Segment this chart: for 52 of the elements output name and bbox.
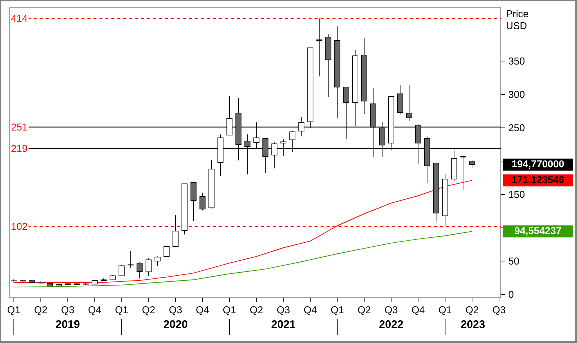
- x-tick-label: Q3: [385, 306, 398, 316]
- candlestick: [172, 215, 179, 247]
- x-tick-label: Q1: [224, 306, 236, 316]
- x-tick-label: Q2: [142, 306, 155, 316]
- candlestick: [397, 85, 404, 115]
- candlestick: [136, 262, 143, 279]
- x-tick-label: Q2: [466, 306, 478, 316]
- candlestick: [164, 246, 170, 258]
- x-tick-label: Q3: [493, 306, 506, 316]
- candlestick: [326, 34, 332, 98]
- x-tick-label: Q4: [196, 306, 210, 316]
- candlestick: [11, 278, 18, 284]
- text: 2020: [164, 320, 188, 328]
- ref-line-label: 414: [11, 15, 28, 22]
- text: 2021: [272, 320, 296, 328]
- y-axis-title: Price USD: [506, 10, 528, 30]
- x-tick-label: Q1: [439, 306, 452, 316]
- text: 194,770000: [512, 160, 564, 170]
- x-tick-label: Q1: [8, 306, 20, 316]
- text: 2022: [380, 320, 404, 328]
- y-tick-label: 50: [508, 258, 520, 265]
- ref-line-label: 251: [12, 124, 28, 131]
- candlestick: [190, 182, 197, 222]
- y-tick-label: 350: [508, 58, 525, 65]
- text: 2023: [461, 320, 485, 328]
- x-tick-label: Q3: [170, 306, 182, 316]
- x-tick-label: Q1: [116, 306, 128, 316]
- x-tick-label: Q1: [331, 306, 344, 316]
- x-tick-label: Q2: [358, 306, 371, 316]
- x-tick-label: Q3: [277, 306, 290, 316]
- text: 94,554237: [515, 227, 562, 236]
- y-tick-label: 300: [508, 91, 525, 98]
- x-tick-label: Q2: [34, 306, 48, 316]
- y-tick-label: 250: [509, 124, 525, 132]
- ref-line-label: 219: [12, 145, 28, 152]
- candlestick: [146, 258, 152, 276]
- x-tick-label: Q4: [88, 306, 102, 316]
- candlestick: [316, 18, 323, 77]
- x-tick-label: Q4: [304, 306, 317, 316]
- y-tick-label: 0: [508, 291, 514, 298]
- x-tick-label: Q3: [62, 306, 74, 316]
- candlestick: [406, 85, 412, 122]
- candlestick: [128, 251, 134, 268]
- line-series: [14, 231, 473, 288]
- ref-line-label: 102: [12, 223, 28, 230]
- x-tick-label: Q2: [250, 306, 263, 316]
- text: 171,123546: [512, 176, 564, 185]
- candlestick: [154, 256, 161, 266]
- y-tick-label: 150: [509, 191, 525, 198]
- x-tick-label: Q4: [412, 306, 425, 316]
- candlestick: [200, 193, 206, 211]
- text: 2019: [56, 320, 80, 328]
